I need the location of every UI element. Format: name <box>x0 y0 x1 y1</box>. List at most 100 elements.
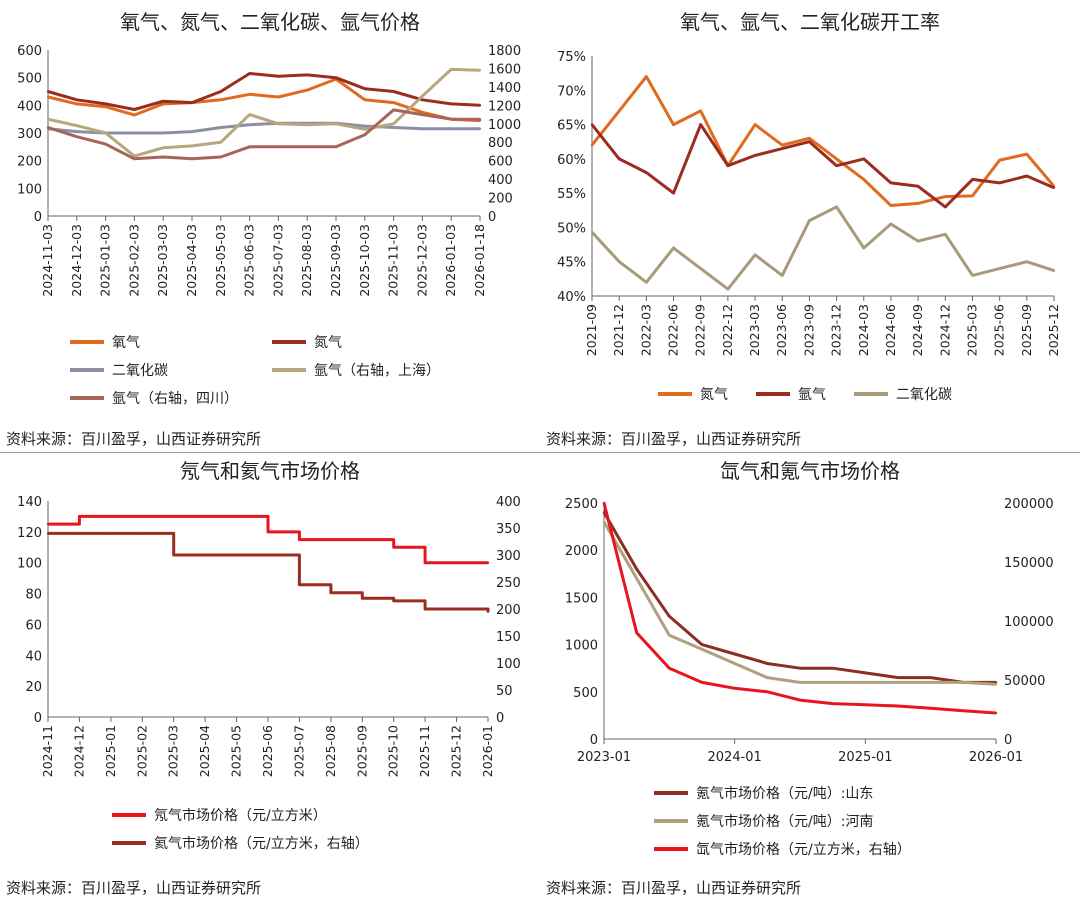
data-point <box>726 164 730 167</box>
y-tick-label: 100 <box>17 182 42 197</box>
data-point <box>298 583 301 586</box>
data-point <box>450 117 453 121</box>
data-point <box>392 90 395 93</box>
chart3-svg: 0 20 40 60 80 100 120 140 0 50 100 150 200 250 300 350 4… <box>17 495 521 777</box>
data-point <box>726 287 730 291</box>
x-tick-label: 2023-06 <box>774 304 789 356</box>
y2-tick-label: 1800 <box>488 44 521 59</box>
series-line <box>48 514 488 565</box>
data-point <box>896 681 900 684</box>
data-point <box>361 597 364 600</box>
data-point <box>831 702 834 705</box>
legend-oxygen: 氧气 <box>70 332 140 352</box>
series-line <box>47 67 481 158</box>
legend-label: 氖气市场价格（元/立方米） <box>154 808 327 824</box>
data-point <box>450 127 453 131</box>
data-point <box>133 113 136 117</box>
data-point <box>733 662 736 665</box>
legend-label: 氧气 <box>112 335 140 351</box>
panel1-source: 资料来源：百川盈孚，山西证券研究所 <box>6 430 262 448</box>
data-point <box>361 538 364 541</box>
data-point <box>699 267 702 270</box>
data-point <box>219 90 222 93</box>
data-point <box>423 561 427 564</box>
data-point <box>944 233 947 236</box>
data-point <box>219 126 222 129</box>
data-point <box>104 102 107 106</box>
data-point <box>421 98 424 101</box>
data-point <box>668 667 671 670</box>
data-point <box>766 690 769 693</box>
data-point <box>831 667 834 670</box>
data-point <box>672 246 675 250</box>
legend-label: 氪气市场价格（元/吨）:河南 <box>696 814 874 830</box>
panel3-title: 氖气和氦气市场价格 <box>180 459 360 483</box>
y2-tick-label: 100 <box>496 657 521 672</box>
data-point <box>248 72 251 75</box>
data-point <box>916 239 920 243</box>
data-point <box>450 102 453 106</box>
x-tick-label: 2026-01 <box>969 750 1023 765</box>
data-point <box>141 515 144 518</box>
y-tick-label: 500 <box>17 72 42 87</box>
data-point <box>334 122 338 125</box>
x-tick-label: 2025-11-03 <box>386 224 401 297</box>
data-point <box>46 126 50 129</box>
data-point <box>190 144 194 148</box>
series-line <box>602 511 996 684</box>
y-tick-label: 120 <box>17 526 42 541</box>
data-point <box>162 131 165 135</box>
data-point <box>455 561 458 564</box>
data-point <box>235 553 238 557</box>
data-point <box>889 204 893 207</box>
y-tick-label: 0 <box>34 711 42 726</box>
data-point <box>781 274 784 277</box>
data-point <box>916 202 920 205</box>
data-point <box>46 95 50 99</box>
y-tick-label: 0 <box>34 210 42 225</box>
panel2-source: 资料来源：百川盈孚，山西证券研究所 <box>546 430 802 448</box>
data-point <box>971 194 974 198</box>
data-point <box>478 104 482 107</box>
chart4-svg: 0 500 1000 1500 2000 2500 0 50000 100000 150000 20… <box>565 497 1054 765</box>
data-point <box>190 157 194 161</box>
panel-neon-helium: 氖气和氦气市场价格 0 20 40 60 80 100 120 140 0 50 100 150 200… <box>0 453 540 904</box>
x-tick-label: 2025-06-03 <box>242 224 257 297</box>
data-point <box>190 130 194 133</box>
data-point <box>862 157 865 161</box>
y2-tick-label: 0 <box>488 210 496 225</box>
data-point <box>700 643 704 646</box>
x-tick-label: 2025-02-03 <box>126 224 141 297</box>
data-point <box>141 532 144 535</box>
x-tick-label: 2025-06 <box>992 304 1007 356</box>
data-point <box>864 681 867 684</box>
chart2-svg: 40% 45% 50% 55% 60% 65% 70% 75% 2021-09 2021-12 20… <box>557 50 1061 356</box>
data-point <box>162 146 165 149</box>
y2-tick-label: 250 <box>496 576 521 591</box>
data-point <box>392 122 395 125</box>
y2-tick-label: 50000 <box>1004 674 1045 689</box>
data-point <box>798 681 802 684</box>
y-tick-label: 55% <box>557 187 586 202</box>
data-point <box>889 181 893 185</box>
legend-argon-sichuan: 氩气（右轴，四川） <box>70 388 238 408</box>
x-tick-label: 2025-08 <box>323 725 338 777</box>
data-point <box>971 274 974 277</box>
panel4-source: 资料来源：百川盈孚，山西证券研究所 <box>546 879 802 897</box>
data-point <box>329 591 333 594</box>
data-point <box>219 141 222 144</box>
x-tick-label: 2025-03-03 <box>155 224 170 297</box>
x-tick-label: 2025-11 <box>417 725 432 777</box>
legend-label: 氩气 <box>798 387 826 403</box>
data-point <box>645 281 648 284</box>
data-point <box>306 145 309 149</box>
y2-tick-label: 100000 <box>1004 615 1054 630</box>
data-point <box>248 113 251 116</box>
x-tick-label: 2025-09-03 <box>328 224 343 297</box>
data-point <box>766 676 769 679</box>
y2-tick-label: 200000 <box>1004 497 1054 512</box>
data-point <box>808 140 811 143</box>
data-point <box>392 101 395 104</box>
data-point <box>162 99 165 103</box>
data-point <box>929 676 932 679</box>
